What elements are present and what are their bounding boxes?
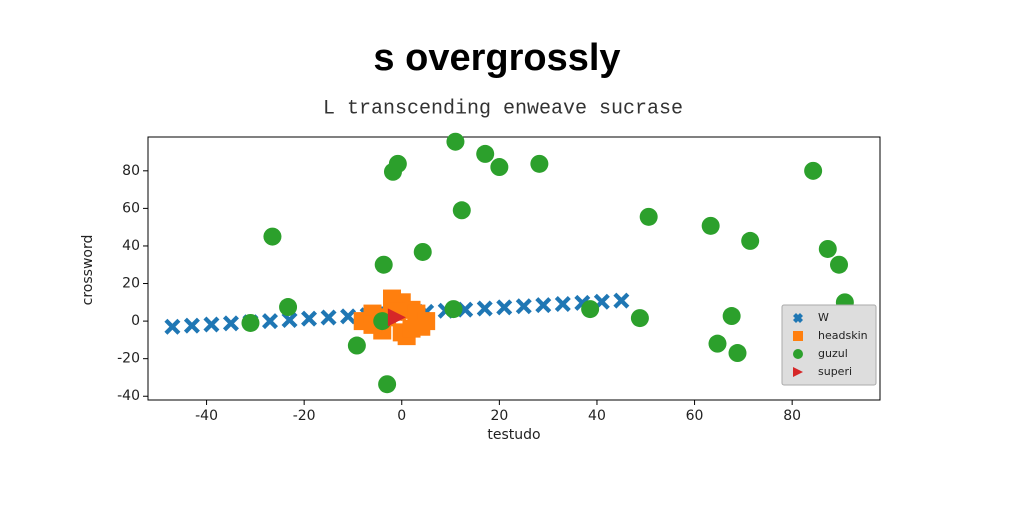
point bbox=[417, 312, 436, 331]
y-axis-label: crossword bbox=[80, 235, 96, 306]
point bbox=[203, 316, 220, 333]
point bbox=[222, 315, 239, 332]
legend-marker bbox=[793, 331, 803, 341]
legend-text: W bbox=[818, 311, 829, 324]
y-tick-label: 0 bbox=[131, 313, 140, 329]
point bbox=[708, 334, 727, 353]
point bbox=[444, 300, 463, 319]
point bbox=[281, 311, 298, 328]
point bbox=[263, 227, 282, 246]
legend-text: guzul bbox=[818, 347, 848, 360]
x-tick-label: 20 bbox=[490, 408, 508, 424]
point bbox=[476, 300, 493, 317]
point bbox=[378, 375, 397, 394]
point bbox=[496, 299, 513, 316]
y-tick-label: -20 bbox=[117, 351, 140, 367]
legend-marker bbox=[793, 313, 803, 323]
point bbox=[388, 154, 407, 173]
point bbox=[402, 319, 421, 338]
point bbox=[581, 300, 600, 319]
point bbox=[701, 216, 720, 235]
point bbox=[320, 309, 337, 326]
point bbox=[490, 158, 509, 177]
point bbox=[374, 255, 393, 274]
legend-marker bbox=[793, 367, 803, 377]
chart-title: s overgrossly bbox=[373, 37, 620, 79]
x-tick-label: -20 bbox=[293, 408, 316, 424]
point bbox=[830, 255, 849, 274]
legend-box bbox=[781, 304, 877, 386]
point bbox=[452, 201, 471, 220]
point bbox=[630, 309, 649, 328]
y-tick-label: 40 bbox=[122, 238, 140, 254]
point bbox=[554, 296, 571, 313]
chart-subtitle: L transcending enweave sucrase bbox=[323, 97, 683, 120]
x-axis-label: testudo bbox=[487, 427, 540, 443]
point bbox=[639, 207, 658, 226]
point bbox=[164, 318, 181, 335]
legend-marker bbox=[793, 349, 803, 359]
point bbox=[446, 132, 465, 151]
plot-frame bbox=[147, 136, 881, 401]
point bbox=[387, 308, 406, 327]
point bbox=[347, 336, 366, 355]
point bbox=[183, 317, 200, 334]
legend-text: headskin bbox=[818, 329, 868, 342]
point bbox=[241, 313, 260, 332]
x-tick-label: 0 bbox=[397, 408, 406, 424]
y-tick-label: 20 bbox=[122, 276, 140, 292]
point bbox=[301, 310, 318, 327]
point bbox=[613, 292, 630, 309]
y-tick-label: 60 bbox=[122, 200, 140, 216]
point bbox=[515, 298, 532, 315]
x-tick-label: 80 bbox=[783, 408, 801, 424]
point bbox=[818, 239, 837, 258]
point bbox=[279, 298, 298, 317]
point bbox=[804, 161, 823, 180]
legend-text: superi bbox=[818, 365, 852, 378]
point bbox=[413, 242, 432, 261]
point bbox=[340, 308, 357, 325]
x-tick-label: 40 bbox=[588, 408, 606, 424]
point bbox=[728, 344, 747, 363]
point bbox=[722, 307, 741, 326]
point bbox=[373, 312, 392, 331]
point bbox=[535, 297, 552, 314]
point bbox=[262, 313, 278, 330]
y-tick-label: 80 bbox=[122, 163, 140, 179]
y-tick-label: -40 bbox=[117, 388, 140, 404]
x-tick-label: 60 bbox=[686, 408, 704, 424]
point bbox=[741, 231, 760, 250]
point bbox=[530, 154, 549, 173]
x-tick-label: -40 bbox=[195, 408, 218, 424]
point bbox=[476, 144, 495, 163]
